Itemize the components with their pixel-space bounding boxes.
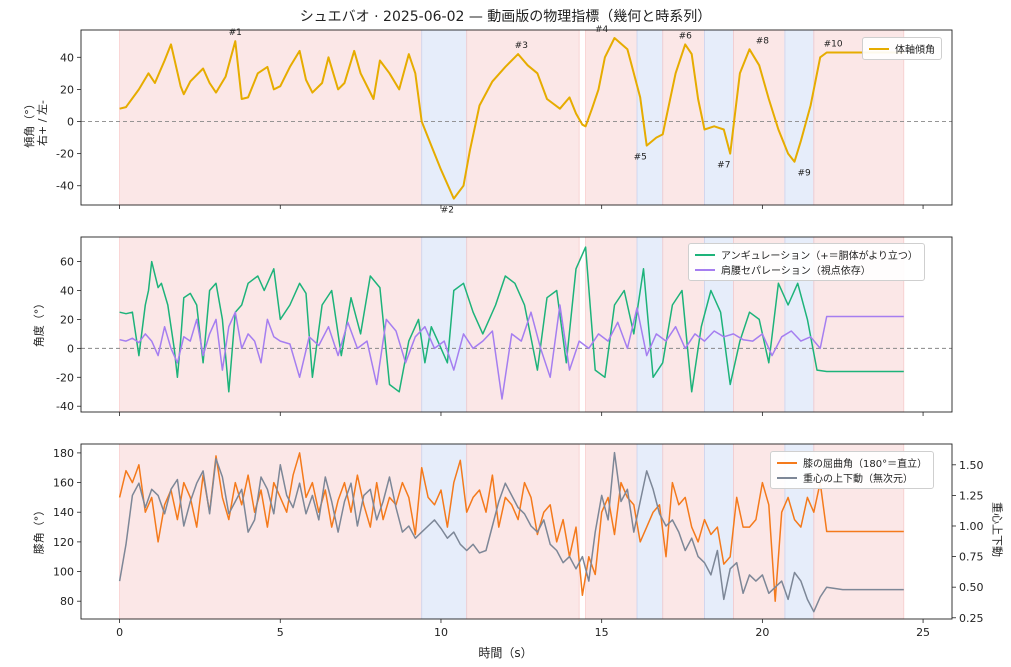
plot-frame-1 [80,236,953,413]
event-marker-3: #3 [515,41,528,51]
legend-swatch-knee [777,461,797,464]
event-marker-10: #10 [824,39,843,49]
legend-middle: アンギュレーション（+＝胴体がより立つ） 肩腰セパレーション（視点依存） [688,243,925,281]
phase-band-0-7 [733,29,786,206]
event-marker-7: #7 [717,161,730,171]
y-tick-label-1-4: 40 [60,285,74,298]
x-tick-label-0: 0 [116,626,123,639]
series-line-0-0 [119,37,904,200]
legend-item-separation: 肩腰セパレーション（視点依存） [695,262,918,277]
event-marker-8: #8 [756,36,770,46]
phase-band-0-0 [119,29,423,206]
phase-band-1-1 [421,236,468,413]
y2-tick-label-3: 1.00 [959,520,984,533]
y-tick-label-0-4: 40 [60,51,74,64]
legend-label-com: 重心の上下動（無次元） [803,474,913,485]
phase-band-0-4 [636,29,664,206]
event-marker-4: #4 [595,25,609,35]
y2-tick-label-5: 1.50 [959,459,984,472]
plot-frame-2 [80,443,953,620]
legend-bottom: 膝の屈曲角（180°＝直立） 重心の上下動（無次元） [770,451,935,489]
y2-tick-label-2: 0.75 [959,551,984,564]
legend-item-tilt: 体軸傾角 [869,41,935,56]
bottom-y2-axis-label: 重心上下動 [990,502,1004,557]
y-tick-label-0-0: -40 [56,180,74,193]
event-marker-2: #2 [441,206,454,216]
y-tick-label-2-1: 100 [53,566,74,579]
y2-tick-label-1: 0.50 [959,581,984,594]
top-y-axis-label: 傾角（°） 右+ / 左- [23,98,49,148]
event-marker-1: #1 [229,28,242,38]
middle-y-axis-label: 角度（°） [32,297,46,348]
y-tick-label-1-3: 20 [60,313,74,326]
legend-item-com: 重心の上下動（無次元） [777,470,927,485]
legend-label-separation: 肩腰セパレーション（視点依存） [721,266,871,277]
y2-tick-label-4: 1.25 [959,489,984,502]
x-tick-label-1: 5 [277,626,284,639]
series-line-1-1 [119,304,904,400]
phase-band-0-6 [704,29,734,206]
series-line-2-0 [118,452,904,602]
x-tick-label-2: 10 [434,626,448,639]
x-axis-label: 時間（s） [478,646,533,660]
y-tick-label-1-5: 60 [60,256,74,269]
phase-band-2-2 [466,443,580,620]
event-marker-9: #9 [798,169,812,179]
x-tick-label-3: 15 [595,626,609,639]
legend-top: 体軸傾角 [862,37,942,60]
y-tick-label-0-2: 0 [67,116,74,129]
y-tick-label-1-1: -20 [56,371,74,384]
y-tick-label-2-5: 180 [53,447,74,460]
legend-swatch-com [777,476,797,479]
series-line-1-0 [119,246,904,393]
y-tick-label-1-0: -40 [56,400,74,413]
legend-label-angulation: アンギュレーション（+＝胴体がより立つ） [721,251,918,262]
event-marker-5: #5 [634,153,647,163]
legend-item-angulation: アンギュレーション（+＝胴体がより立つ） [695,247,918,262]
legend-label-tilt: 体軸傾角 [895,45,935,56]
phase-band-1-0 [119,236,423,413]
phase-band-0-8 [784,29,815,206]
legend-label-knee: 膝の屈曲角（180°＝直立） [803,459,928,470]
phase-band-2-0 [119,443,423,620]
y-tick-label-0-1: -20 [56,148,74,161]
legend-item-knee: 膝の屈曲角（180°＝直立） [777,455,927,470]
phase-band-0-2 [466,29,580,206]
x-tick-label-5: 25 [916,626,930,639]
y-tick-label-2-3: 140 [53,506,74,519]
phase-band-1-2 [466,236,580,413]
y-tick-label-0-3: 20 [60,83,74,96]
y-tick-label-2-2: 120 [53,536,74,549]
y2-tick-label-0: 0.25 [959,612,984,625]
chart-title: シュエバオ · 2025-06-02 — 動画版の物理指標（幾何と時系列） [299,9,712,25]
series-line-2-1 [118,451,904,613]
y-tick-label-2-4: 160 [53,477,74,490]
legend-swatch-angulation [695,253,715,256]
legend-swatch-separation [695,268,715,271]
phase-band-2-3 [585,443,638,620]
y-tick-label-2-0: 80 [60,595,74,608]
bottom-y-axis-label: 膝角（°） [32,504,46,555]
legend-swatch-tilt [869,47,889,50]
x-tick-label-4: 20 [755,626,769,639]
phase-band-2-4 [636,443,664,620]
event-marker-6: #6 [679,31,693,41]
plot-frame-0 [80,29,953,206]
phase-band-0-5 [662,29,705,206]
phase-band-2-1 [421,443,468,620]
phase-band-2-5 [662,443,705,620]
y-tick-label-1-2: 0 [67,342,74,355]
